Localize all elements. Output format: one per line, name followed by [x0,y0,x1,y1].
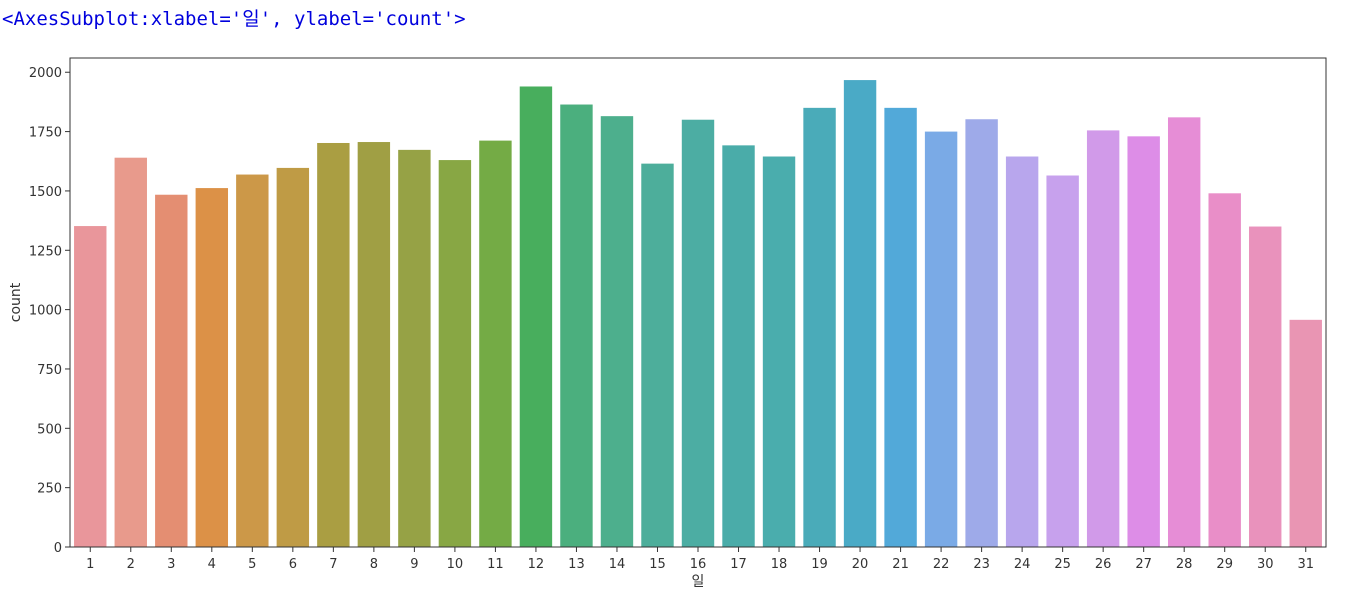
bar-31 [1289,319,1322,547]
x-tick-label: 10 [447,557,464,572]
bar-30 [1249,226,1282,548]
bar-26 [1086,130,1120,547]
bar-4 [195,188,229,547]
bar-3 [155,194,188,547]
bar-7 [317,142,350,547]
x-tick-label: 24 [1014,557,1031,572]
x-tick-label: 23 [973,557,990,572]
x-tick-label: 28 [1176,557,1193,572]
x-tick-label: 11 [487,557,504,572]
x-tick-label: 20 [852,557,869,572]
bars-group [74,80,1322,548]
x-tick-label: 7 [329,557,337,572]
y-tick-label: 2000 [29,66,62,81]
y-tick-label: 1750 [29,126,62,141]
y-tick-label: 500 [37,422,62,437]
axes-frame [69,57,1327,548]
x-tick-label: 15 [649,557,666,572]
x-tick-label: 18 [771,557,788,572]
bar-2 [114,157,147,547]
x-tick-label: 6 [289,557,297,572]
x-tick-label: 9 [410,557,418,572]
x-tick-label: 1 [86,557,94,572]
bar-29 [1208,193,1241,547]
bar-5 [236,174,269,547]
bar-28 [1167,117,1201,547]
y-tick-label: 1500 [29,185,62,200]
x-tick-label: 21 [892,557,909,572]
y-axis-label: count [8,282,24,322]
bar-21 [884,107,917,547]
x-tick-label: 27 [1135,557,1152,572]
x-tick-label: 3 [167,557,175,572]
bar-19 [803,107,836,547]
bar-18 [762,156,796,547]
bar-16 [681,119,715,547]
x-tick-label: 12 [528,557,545,572]
y-tick-label: 0 [54,541,62,556]
bar-24 [1005,156,1039,547]
bar-20 [843,80,877,548]
x-tick-label: 16 [690,557,707,572]
bar-1 [74,226,107,547]
x-axis: 1 2 3 4 5 6 7 8 9 10 11 12 13 14 15 16 17 18 19 20 21 22 23 24 2… [86,547,1314,572]
bar-25 [1046,175,1079,547]
bar-14 [600,116,634,547]
y-tick-label: 1250 [29,244,62,259]
x-tick-label: 19 [811,557,828,572]
x-tick-label: 5 [248,557,256,572]
bar-23 [965,119,998,548]
bar-13 [560,104,593,547]
bar-17 [722,145,755,547]
bar-6 [276,167,310,547]
y-tick-label: 250 [37,482,62,497]
x-tick-label: 2 [127,557,135,572]
x-tick-label: 30 [1257,557,1274,572]
x-tick-label: 26 [1095,557,1112,572]
x-tick-label: 17 [730,557,747,572]
output-repr-text: <AxesSubplot:xlabel='일', ylabel='count'> [2,8,466,30]
bar-27 [1127,136,1160,547]
x-tick-label: 8 [370,557,378,572]
bar-11 [479,140,512,547]
x-tick-label: 29 [1216,557,1233,572]
x-tick-label: 25 [1054,557,1071,572]
bar-15 [641,163,674,548]
bar-12 [519,86,553,547]
y-tick-label: 750 [37,363,62,378]
bar-9 [398,149,431,547]
x-axis-label: 일 [692,574,705,590]
x-tick-label: 4 [208,557,216,572]
x-tick-label: 14 [609,557,626,572]
bar-10 [438,160,472,547]
y-axis: 0 250 500 750 1000 1250 1500 1750 2000 [29,66,70,556]
y-tick-label: 1000 [29,304,62,319]
x-tick-label: 22 [933,557,950,572]
x-tick-label: 13 [568,557,585,572]
bar-22 [924,131,958,547]
bar-8 [357,142,391,547]
x-tick-label: 31 [1297,557,1314,572]
